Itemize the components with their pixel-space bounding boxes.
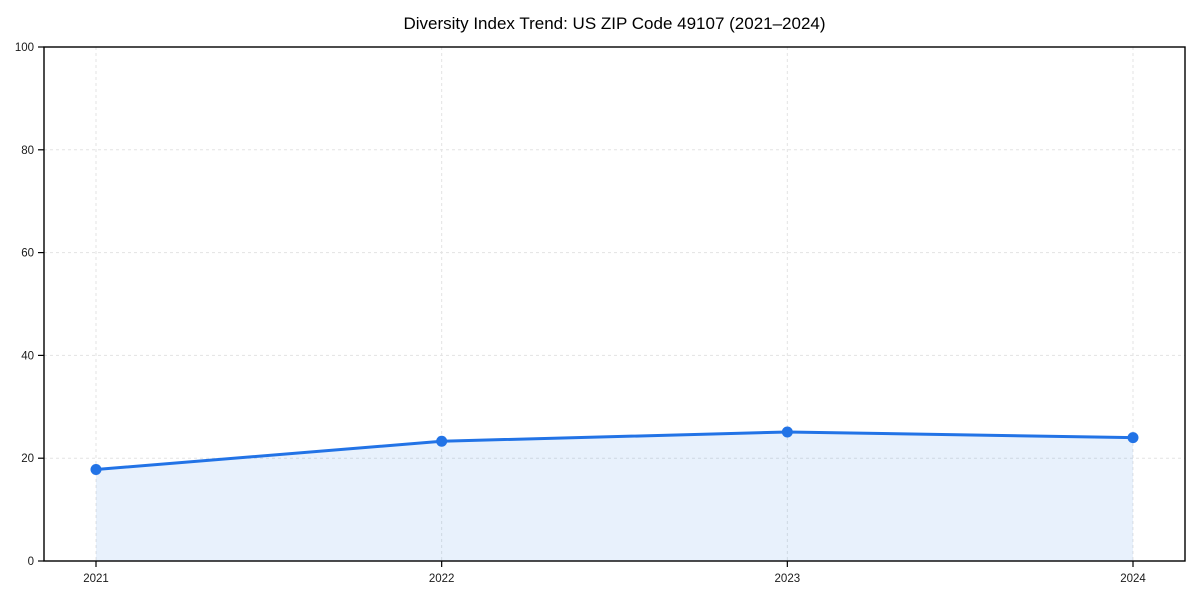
data-point-2021 xyxy=(90,464,102,476)
y-tick-label: 80 xyxy=(21,145,34,157)
data-points-group xyxy=(90,426,1139,476)
plot-background xyxy=(44,47,1185,561)
x-axis: 2021 2022 2023 2024 xyxy=(83,561,1146,585)
chart-title: Diversity Index Trend: US ZIP Code 49107… xyxy=(403,14,826,33)
data-point-2024 xyxy=(1127,432,1139,444)
y-axis: 0 20 40 60 80 100 xyxy=(15,42,44,568)
trend-line xyxy=(94,430,1135,472)
area-fill xyxy=(96,431,1133,561)
x-tick-label: 2024 xyxy=(1120,573,1146,585)
x-tick-label: 2023 xyxy=(775,573,801,585)
x-tick-label: 2022 xyxy=(429,573,455,585)
y-tick-label: 100 xyxy=(15,42,34,54)
data-point-2023 xyxy=(781,426,793,438)
y-tick-label: 0 xyxy=(28,556,34,568)
x-tick-label: 2021 xyxy=(83,573,109,585)
plot-border xyxy=(43,46,1186,562)
y-tick-label: 40 xyxy=(21,350,34,362)
data-point-2022 xyxy=(436,435,448,447)
y-tick-label: 60 xyxy=(21,248,34,260)
y-tick-label: 20 xyxy=(21,453,34,465)
